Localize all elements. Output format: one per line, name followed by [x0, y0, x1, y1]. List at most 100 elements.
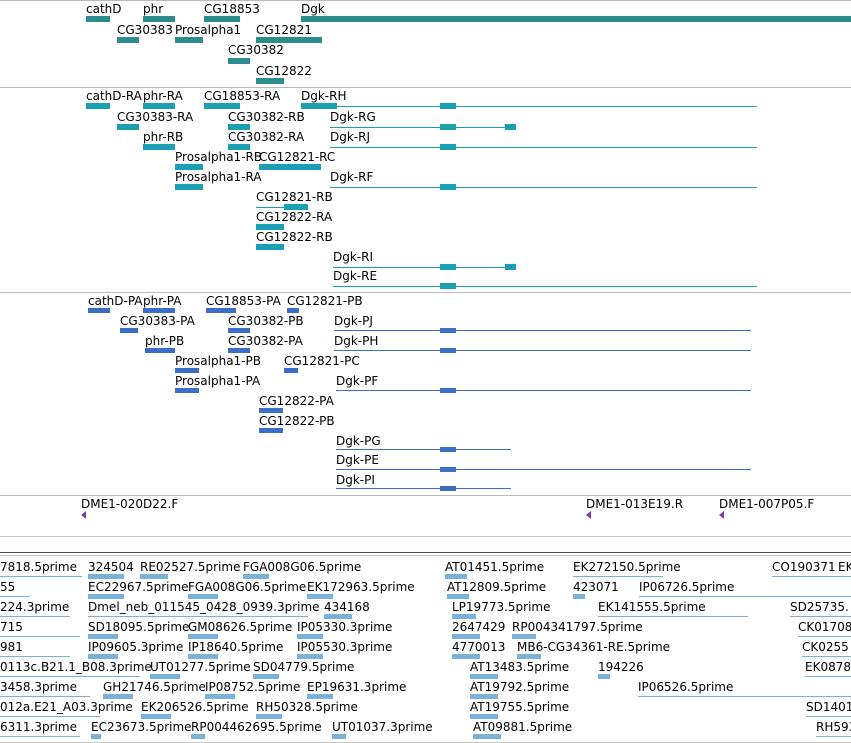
rna-label-Dgk-RG[interactable]: Dgk-RG [330, 110, 376, 124]
est-feature[interactable] [188, 654, 218, 659]
est-label[interactable]: LP19773.5prime [452, 600, 551, 614]
rna-feature-phr-RA[interactable] [143, 103, 175, 109]
est-feature[interactable] [452, 654, 480, 659]
est-feature[interactable] [150, 674, 180, 679]
protein-label-phr-PB[interactable]: phr-PB [145, 334, 185, 348]
protein-label-CG30382-PB[interactable]: CG30382-PB [228, 314, 304, 328]
est-label[interactable]: 324504 [88, 560, 134, 574]
gene-label-cathD[interactable]: cathD [86, 2, 122, 16]
protein-feature-CG12821-PC[interactable] [284, 368, 298, 373]
rna-label-CG30382-RA[interactable]: CG30382-RA [228, 130, 305, 144]
est-feature[interactable] [332, 734, 346, 739]
est-label[interactable]: GM08626.5prime [188, 620, 293, 634]
est-label[interactable]: EK206526.5prime [141, 700, 249, 714]
est-label[interactable]: CK0255 [802, 640, 849, 654]
est-label[interactable]: AT19792.5prime [470, 680, 570, 694]
est-label[interactable]: 4770013 [452, 640, 506, 654]
protein-label-cathD-PA[interactable]: cathD-PA [88, 294, 143, 308]
est-feature[interactable] [88, 574, 124, 579]
est-feature[interactable] [253, 674, 279, 679]
rna-label-Prosalpha1-RA[interactable]: Prosalpha1-RA [175, 170, 262, 184]
est-feature[interactable] [517, 654, 541, 659]
clone-label-DME1-013E19-R[interactable]: DME1-013E19.R [586, 497, 684, 511]
rna-label-CG30383-RA[interactable]: CG30383-RA [117, 110, 194, 124]
protein-label-CG12821-PC[interactable]: CG12821-PC [284, 354, 360, 368]
est-feature[interactable] [141, 714, 171, 719]
est-feature[interactable] [445, 574, 467, 579]
est-label[interactable]: AT09881.5prime [473, 720, 573, 734]
rna-label-phr-RB[interactable]: phr-RB [143, 130, 184, 144]
protein-label-Dgk-PJ[interactable]: Dgk-PJ [334, 314, 373, 328]
est-label[interactable]: 6311.3prime [0, 720, 77, 734]
gene-feature-CG18853[interactable] [204, 16, 240, 22]
est-feature[interactable] [473, 734, 501, 739]
rna-label-Dgk-RE[interactable]: Dgk-RE [333, 269, 378, 283]
est-feature[interactable] [91, 734, 101, 739]
est-feature[interactable] [470, 674, 498, 679]
est-label[interactable]: AT13483.5prime [470, 660, 570, 674]
est-label[interactable]: SD1401 [806, 700, 851, 714]
protein-label-CG18853-PA[interactable]: CG18853-PA [206, 294, 281, 308]
est-feature[interactable] [297, 654, 323, 659]
est-label[interactable]: EK272150.5prime [573, 560, 681, 574]
gene-feature-CG12822[interactable] [256, 78, 284, 84]
protein-label-CG12821-PB[interactable]: CG12821-PB [287, 294, 363, 308]
rna-feature-CG30382-RA[interactable] [228, 144, 250, 150]
est-label[interactable]: EC22967.5prime [88, 580, 189, 594]
clone-label-DME1-007P05-F[interactable]: DME1-007P05.F [719, 497, 815, 511]
rna-label-Prosalpha1-RB[interactable]: Prosalpha1-RB [175, 150, 263, 164]
est-feature[interactable] [598, 674, 610, 679]
protein-feature-cathD-PA[interactable] [88, 308, 110, 313]
est-label[interactable]: 3458.3prime [0, 680, 77, 694]
est-label[interactable]: RE02527.5prime [140, 560, 241, 574]
est-label[interactable]: FGA008G06.5prime [188, 580, 307, 594]
est-label[interactable]: EK0878 [805, 660, 851, 674]
est-label[interactable]: IP08752.5prime [205, 680, 301, 694]
est-feature[interactable] [297, 634, 323, 639]
est-feature[interactable] [88, 634, 118, 639]
est-label[interactable]: GH21746.5prime [103, 680, 206, 694]
protein-label-Dgk-PE[interactable]: Dgk-PE [336, 453, 379, 467]
est-label[interactable]: 55 [0, 580, 16, 594]
protein-label-CG12822-PB[interactable]: CG12822-PB [259, 414, 335, 428]
clone-marker[interactable] [719, 511, 724, 519]
est-feature[interactable] [324, 614, 352, 619]
est-label[interactable]: AT19755.5prime [470, 700, 570, 714]
rna-label-CG12821-RB[interactable]: CG12821-RB [256, 190, 333, 204]
rna-feature-cathD-RA[interactable] [86, 103, 110, 109]
rna-label-Dgk-RJ[interactable]: Dgk-RJ [330, 130, 371, 144]
est-label[interactable]: RP004341797.5prime [512, 620, 643, 634]
protein-feature-CG18853-PA[interactable] [206, 308, 236, 313]
gene-feature-Prosalpha1[interactable] [175, 37, 203, 43]
protein-feature-CG12822-PA[interactable] [259, 408, 283, 413]
est-feature[interactable] [205, 694, 235, 699]
rna-label-CG12822-RB[interactable]: CG12822-RB [256, 230, 333, 244]
est-label[interactable]: CO190371 [772, 560, 836, 574]
est-label[interactable]: 7818.5prime [0, 560, 77, 574]
est-label[interactable]: 423071 [573, 580, 619, 594]
est-label[interactable]: RP004462695.5prime [191, 720, 322, 734]
est-feature[interactable] [307, 594, 333, 599]
est-feature[interactable] [452, 634, 480, 639]
gene-label-CG18853[interactable]: CG18853 [204, 2, 260, 16]
est-feature[interactable] [103, 694, 133, 699]
rna-feature-CG30382-RB[interactable] [228, 124, 250, 130]
clone-marker[interactable] [81, 511, 86, 519]
rna-feature-CG12821-RB[interactable] [284, 204, 308, 210]
rna-label-CG12822-RA[interactable]: CG12822-RA [256, 210, 333, 224]
est-label[interactable]: EK172963.5prime [307, 580, 415, 594]
est-label[interactable]: IP09605.3prime [88, 640, 184, 654]
rna-label-Dgk-RF[interactable]: Dgk-RF [330, 170, 374, 184]
rna-label-CG12821-RC[interactable]: CG12821-RC [259, 150, 336, 164]
rna-feature-CG12821-RC[interactable] [259, 164, 321, 170]
est-feature[interactable] [188, 634, 218, 639]
est-feature[interactable] [452, 614, 476, 619]
est-label[interactable]: 194226 [598, 660, 644, 674]
protein-label-Prosalpha1-PB[interactable]: Prosalpha1-PB [175, 354, 261, 368]
protein-label-CG30382-PA[interactable]: CG30382-PA [228, 334, 303, 348]
protein-label-Prosalpha1-PA[interactable]: Prosalpha1-PA [175, 374, 261, 388]
est-label[interactable]: 0113c.B21.1_B08.3prime [0, 660, 152, 674]
rna-label-Dgk-RI[interactable]: Dgk-RI [333, 250, 374, 264]
rna-label-cathD-RA[interactable]: cathD-RA [86, 89, 142, 103]
gene-label-phr[interactable]: phr [143, 2, 164, 16]
